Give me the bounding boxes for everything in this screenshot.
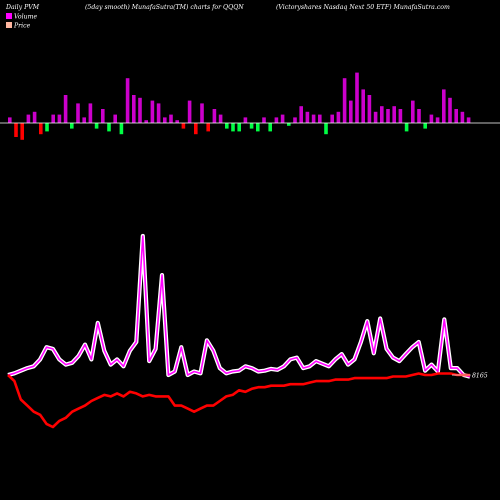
volume-bar bbox=[200, 103, 204, 123]
volume-bar bbox=[175, 120, 179, 123]
volume-bar bbox=[324, 123, 328, 135]
volume-bar bbox=[39, 123, 43, 135]
header-right: (Victoryshares Nasdaq Next 50 ETF) Munaf… bbox=[276, 4, 450, 11]
volume-bar bbox=[51, 114, 55, 123]
volume-bar bbox=[187, 100, 192, 123]
volume-bar bbox=[398, 109, 403, 123]
volume-bar bbox=[417, 109, 421, 123]
volume-bar bbox=[448, 97, 452, 123]
volume-bar bbox=[163, 117, 167, 123]
volume-bar bbox=[156, 103, 161, 123]
volume-bar bbox=[14, 123, 18, 137]
volume-bar bbox=[411, 100, 415, 123]
volume-bar bbox=[132, 95, 136, 123]
header-center: (5day smooth) MunafaSutra(TM) charts for… bbox=[85, 4, 244, 11]
volume-bar bbox=[349, 100, 353, 123]
volume-bar bbox=[125, 78, 130, 123]
volume-bar bbox=[293, 117, 297, 123]
volume-bar bbox=[76, 103, 80, 123]
volume-bar bbox=[404, 123, 409, 132]
volume-bar bbox=[63, 95, 68, 123]
volume-bar bbox=[237, 123, 241, 132]
volume-bars bbox=[8, 72, 471, 140]
volume-bar bbox=[144, 120, 148, 123]
legend-volume-label: Volume bbox=[14, 14, 37, 21]
volume-bar bbox=[150, 100, 155, 123]
header-left: Daily PVM bbox=[5, 4, 40, 11]
volume-bar bbox=[361, 89, 365, 123]
volume-bar bbox=[423, 123, 427, 129]
volume-bar bbox=[101, 109, 105, 123]
volume-bar bbox=[169, 114, 173, 123]
volume-bar bbox=[299, 106, 303, 123]
volume-bar bbox=[460, 111, 465, 123]
volume-bar bbox=[138, 97, 142, 123]
volume-bar bbox=[82, 117, 86, 123]
volume-bar bbox=[88, 103, 93, 123]
volume-bar bbox=[367, 95, 372, 123]
legend-price-swatch bbox=[6, 22, 12, 28]
volume-bar bbox=[392, 106, 396, 123]
volume-bar bbox=[311, 114, 316, 123]
volume-bar bbox=[262, 117, 266, 123]
volume-bar bbox=[32, 111, 37, 123]
volume-bar bbox=[249, 123, 254, 129]
volume-bar bbox=[113, 114, 117, 123]
volume-bar bbox=[380, 106, 384, 123]
volume-bar bbox=[206, 123, 210, 132]
volume-bar bbox=[342, 78, 347, 123]
volume-bar bbox=[212, 109, 217, 123]
volume-bar bbox=[466, 117, 471, 123]
volume-bar bbox=[70, 123, 74, 129]
volume-bar bbox=[330, 114, 334, 123]
volume-bar bbox=[243, 117, 248, 123]
volume-bar bbox=[355, 72, 359, 123]
volume-bar bbox=[305, 111, 310, 123]
volume-bar bbox=[94, 123, 99, 129]
volume-bar bbox=[20, 123, 24, 140]
price-marker-label: 8165 bbox=[472, 373, 488, 380]
volume-bar bbox=[435, 117, 440, 123]
volume-bar bbox=[373, 111, 378, 123]
price-line bbox=[7, 372, 470, 429]
volume-bar bbox=[26, 114, 31, 123]
volume-bar bbox=[231, 123, 235, 132]
volume-bar bbox=[225, 123, 229, 129]
volume-bar bbox=[318, 114, 322, 123]
legend-price-label: Price bbox=[13, 23, 31, 30]
volume-bar bbox=[454, 109, 458, 123]
volume-bar bbox=[274, 117, 279, 123]
volume-line bbox=[7, 235, 471, 378]
volume-bar bbox=[268, 123, 272, 132]
volume-bar bbox=[256, 123, 260, 132]
volume-bar bbox=[336, 111, 341, 123]
volume-bar bbox=[107, 123, 111, 132]
volume-bar bbox=[218, 114, 223, 123]
volume-bar bbox=[386, 109, 390, 123]
volume-bar bbox=[45, 123, 49, 132]
volume-bar bbox=[8, 117, 12, 123]
volume-bar bbox=[57, 114, 62, 123]
volume-bar bbox=[442, 89, 446, 123]
volume-bar bbox=[287, 123, 291, 126]
volume-bar bbox=[280, 114, 285, 123]
volume-bar bbox=[181, 123, 186, 129]
volume-bar bbox=[119, 123, 124, 135]
volume-bar bbox=[429, 114, 434, 123]
legend-volume-swatch bbox=[6, 13, 12, 19]
volume-bar bbox=[194, 123, 198, 135]
